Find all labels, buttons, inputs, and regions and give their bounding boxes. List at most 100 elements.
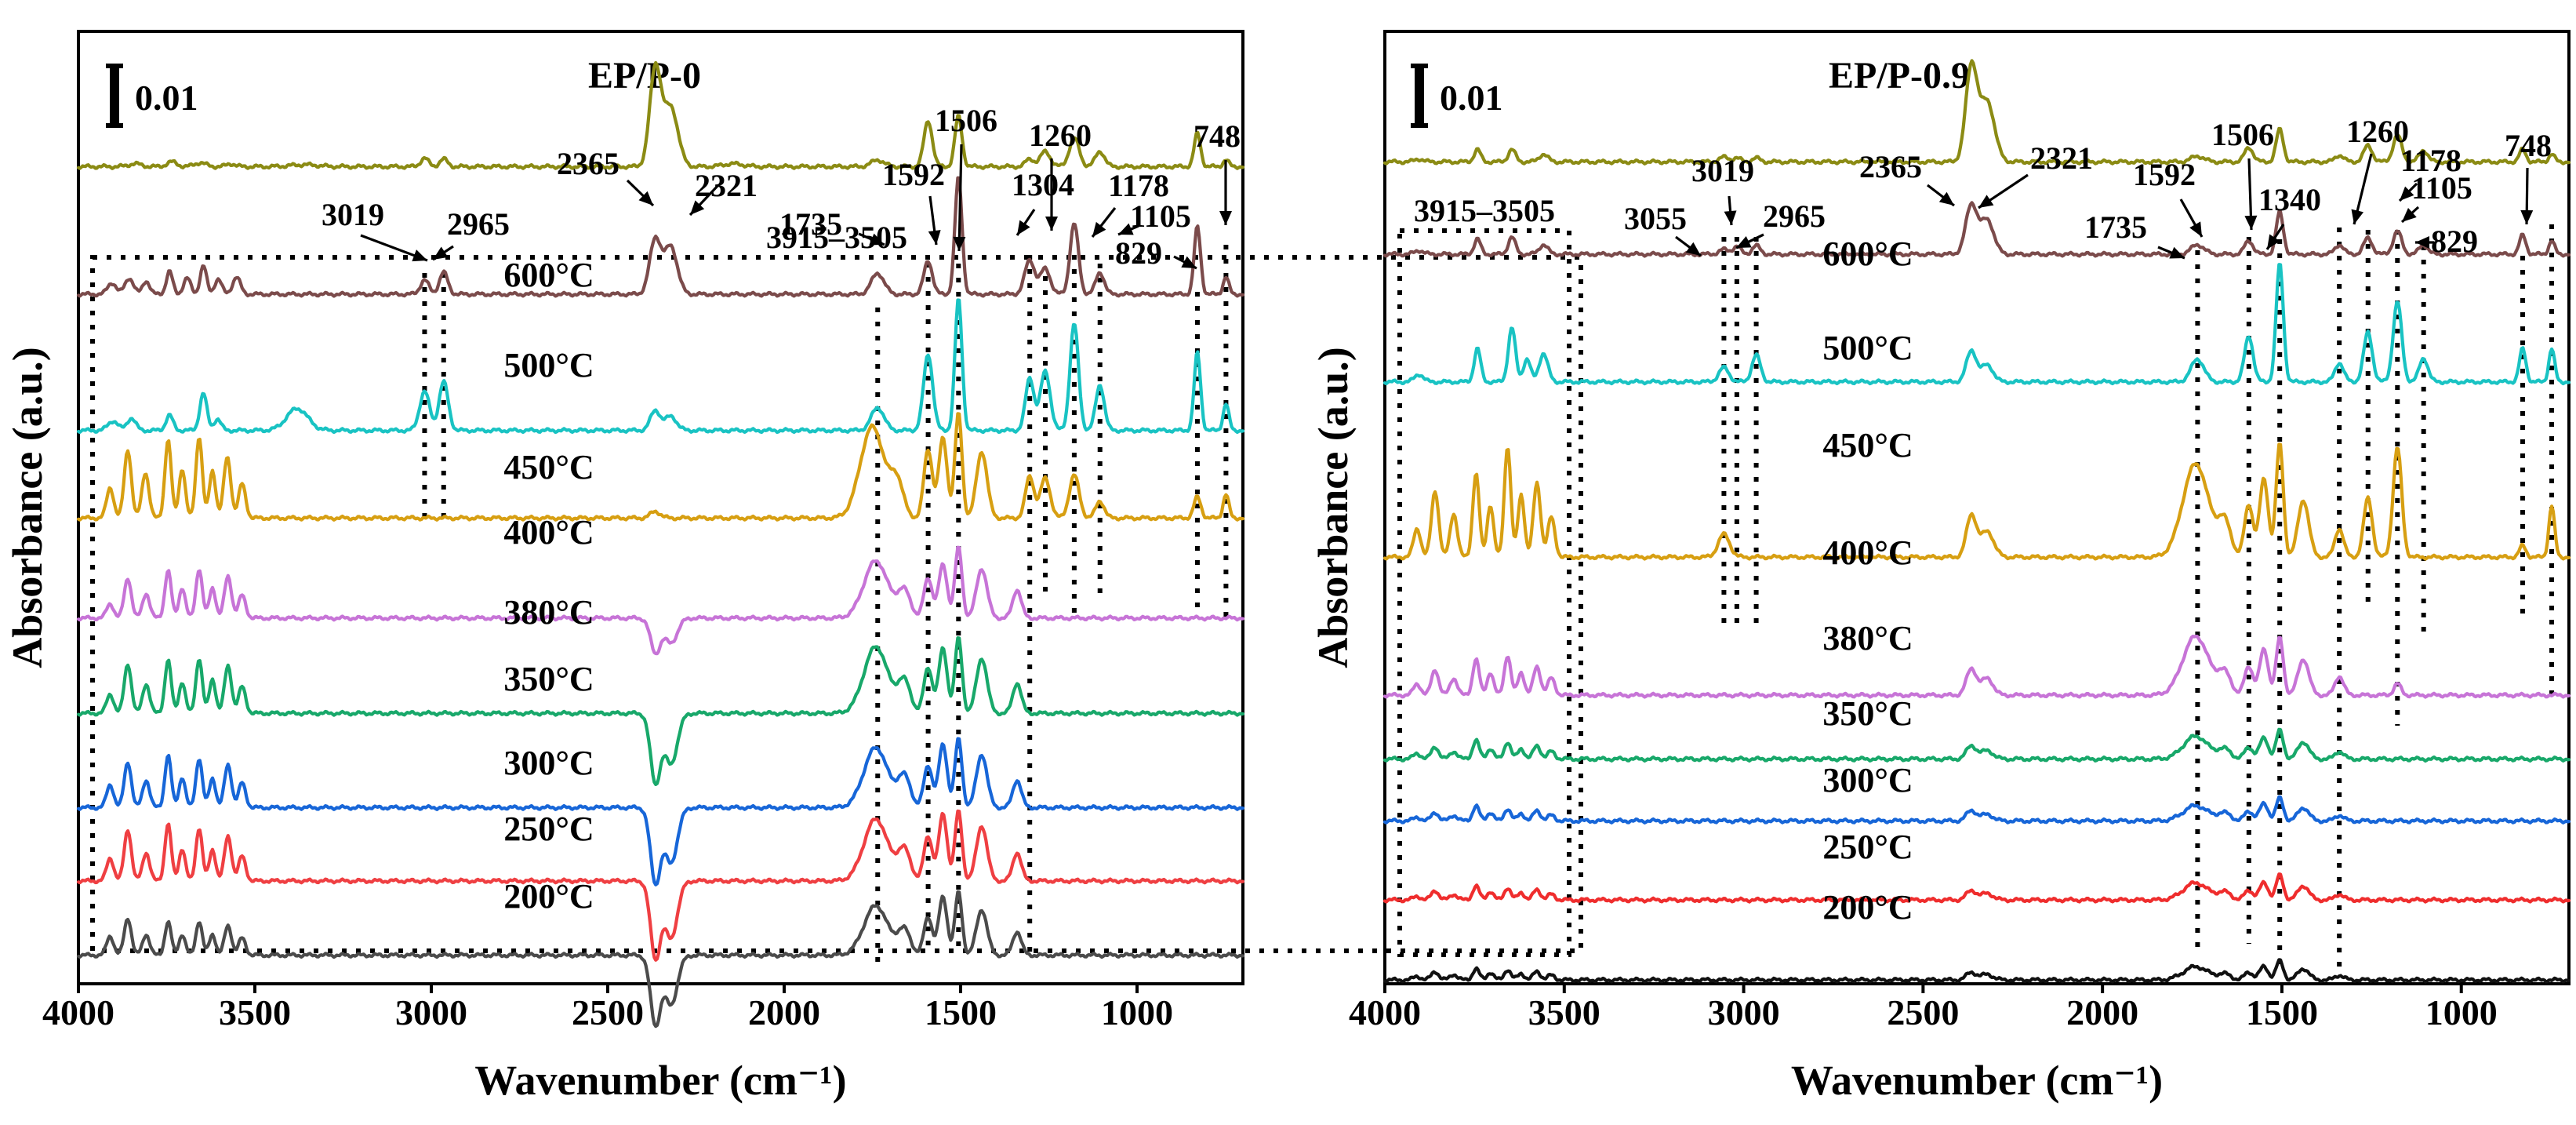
- ep-p-0-x-axis-label: Wavenumber (cm⁻¹): [474, 1057, 846, 1104]
- ep-p-0-highlight-region-3915-3505: [90, 255, 1583, 953]
- ep-p-0-peak-label-1506: 1506: [935, 103, 997, 138]
- ep-p-0-9-peak-label-1105: 1105: [2411, 170, 2472, 206]
- ep-p-0-temperature-label-250c: 250°C: [503, 810, 594, 848]
- ep-p-0-9-peak-label-1506: 1506: [2211, 117, 2274, 152]
- ep-p-0-peak-arrowhead-1178: [1092, 221, 1106, 237]
- ep-p-0-9-series-350c: [1382, 727, 2571, 763]
- ep-p-0-9-x-tick-label-3500: 3500: [1528, 992, 1600, 1032]
- ep-p-0-9-temperature-label-300c: 300°C: [1822, 761, 1913, 799]
- ep-p-0-9-peak-arrowhead-2965: [1736, 235, 1752, 248]
- ep-p-0-9-series-450c: [1382, 263, 2571, 386]
- ep-p-0-9-temperature-label-350c: 350°C: [1822, 694, 1913, 733]
- ep-p-0-9-series-300c: [1382, 795, 2571, 825]
- ep-p-0-temperature-label-200c: 200°C: [503, 877, 594, 916]
- ep-p-0-series-450c: [76, 298, 1245, 435]
- ep-p-0-y-axis-label: Absorbance (a.u.): [4, 347, 51, 668]
- ep-p-0-9-temperature-label-250c: 250°C: [1822, 828, 1913, 866]
- ep-p-0-9-peak-arrowhead-748: [2520, 209, 2534, 224]
- ep-p-0-9-x-tick-label-2500: 2500: [1887, 992, 1959, 1032]
- ep-p-0-peak-label-829: 829: [1115, 235, 1162, 271]
- right-chart-panel: 4000 3500 3000 2500 2000 1500 1000 Wavenumber (…: [1310, 30, 2571, 1104]
- ep-p-0-x-tick-label-1500: 1500: [925, 992, 997, 1032]
- ep-p-0-scale-label: 0.01: [135, 78, 198, 118]
- ep-p-0-9-x-tick-label-1000: 1000: [2425, 992, 2498, 1032]
- ep-p-0-9-x-tick-label-2000: 2000: [2066, 992, 2138, 1032]
- ep-p-0-peak-arrowhead-1592: [928, 230, 941, 245]
- ep-p-0-9-peak-label-2321: 2321: [2030, 140, 2093, 176]
- ep-p-0-peak-label-1260: 1260: [1029, 118, 1092, 153]
- ep-p-0-peak-label-2321: 2321: [695, 168, 758, 203]
- ep-p-0-peak-label-1304: 1304: [1012, 167, 1074, 202]
- ep-p-0-9-x-tick-label-4000: 4000: [1349, 992, 1421, 1032]
- ep-p-0-series-200c: [76, 890, 1245, 1029]
- ep-p-0-peak-arrowhead-829: [1181, 256, 1197, 268]
- ep-p-0-peak-arrowhead-2965: [433, 246, 449, 260]
- ep-p-0-9-temperature-label-380c: 380°C: [1822, 619, 1913, 657]
- ep-p-0-x-tick-label-1000: 1000: [1101, 992, 1173, 1032]
- ep-p-0-9-peak-arrowhead-829: [2415, 236, 2429, 249]
- ep-p-0-series-400c: [76, 412, 1245, 522]
- ep-p-0-9-scale-label: 0.01: [1440, 78, 1503, 118]
- ep-p-0-temperature-label-450c: 450°C: [503, 448, 594, 486]
- ep-p-0-peak-arrowhead-1260: [1045, 217, 1058, 231]
- ep-p-0-9-temperature-label-600c: 600°C: [1822, 235, 1913, 273]
- ep-p-0-peak-label-1735: 1735: [779, 206, 842, 242]
- ep-p-0-9-peak-label-3019: 3019: [1691, 153, 1754, 188]
- ep-p-0-peak-arrowhead-748: [1219, 211, 1232, 225]
- ep-p-0-9-peak-arrowhead-1506: [2244, 215, 2258, 230]
- ep-p-0-plot-frame: [77, 30, 1244, 985]
- ep-p-0-9-series-500c: [1382, 201, 2571, 258]
- ep-p-0-peak-label-1178: 1178: [1108, 168, 1169, 203]
- ep-p-0-9-peak-label-2365: 2365: [1859, 149, 1922, 184]
- ep-p-0-9-plot-frame: [1383, 30, 2571, 985]
- ep-p-0-x-tick-label-3000: 3000: [395, 992, 467, 1032]
- ep-p-0-series-500c: [76, 176, 1245, 298]
- ep-p-0-9-peak-arrowhead-1340: [2267, 234, 2280, 249]
- ep-p-0-x-tick-label-2000: 2000: [748, 992, 820, 1032]
- ep-p-0-series-380c: [76, 545, 1245, 656]
- left-chart-panel: 4000 3500 3000 2500 2000 1500 1000 Wavenumber (…: [4, 30, 1583, 1104]
- ep-p-0-9-peak-label-1260: 1260: [2346, 114, 2409, 149]
- ep-p-0-9-peak-arrowhead-1178: [2400, 186, 2414, 201]
- ep-p-0-peak-arrowhead-1735: [869, 233, 885, 246]
- ep-p-0-peak-label-748: 748: [1194, 118, 1241, 154]
- ep-p-0-9-region-label: 3915–3505: [1414, 193, 1555, 228]
- ep-p-0-9-peak-label-1592: 1592: [2133, 157, 2196, 192]
- ep-p-0-9-peak-label-829: 829: [2431, 224, 2478, 259]
- ep-p-0-9-peak-arrowhead-1592: [2189, 221, 2202, 237]
- ep-p-0-9-series-380c: [1382, 634, 2571, 699]
- ep-p-0-9-peak-label-1735: 1735: [2084, 209, 2147, 245]
- ep-p-0-peak-arrowhead-2321: [690, 200, 705, 215]
- ep-p-0-9-temperature-label-450c: 450°C: [1822, 426, 1913, 464]
- ep-p-0-x-tick-label-4000: 4000: [42, 992, 114, 1032]
- ep-p-0-peak-label-2965: 2965: [447, 206, 510, 242]
- ep-p-0-peak-label-1105: 1105: [1130, 198, 1191, 234]
- ep-p-0-9-temperature-label-400c: 400°C: [1822, 533, 1913, 572]
- ep-p-0-9-y-axis-label: Absorbance (a.u.): [1310, 347, 1357, 668]
- ep-p-0-series-350c: [76, 635, 1245, 787]
- ep-p-0-temperature-label-500c: 500°C: [503, 346, 594, 384]
- ep-p-0-9-peak-arrowhead-1105: [2402, 207, 2417, 222]
- ep-p-0-peak-label-1592: 1592: [882, 157, 945, 192]
- ep-p-0-temperature-label-350c: 350°C: [503, 660, 594, 698]
- ep-p-0-9-peak-arrowhead-2365: [1938, 191, 1954, 206]
- ep-p-0-9-series-600c: [1382, 59, 2571, 166]
- ep-p-0-series-600c: [76, 60, 1245, 170]
- ep-p-0-9-peak-arrowhead-1260: [2351, 209, 2364, 224]
- ep-p-0-9-x-axis-label: Wavenumber (cm⁻¹): [1791, 1057, 2163, 1104]
- ep-p-0-9-peak-label-1178: 1178: [2400, 143, 2462, 178]
- ep-p-0-peak-arrowhead-1105: [1118, 223, 1134, 235]
- ep-p-0-9-peak-arrowhead-3019: [1724, 210, 1737, 225]
- ep-p-0-9-x-tick-label-1500: 1500: [2246, 992, 2318, 1032]
- ep-p-0-9-peak-label-2965: 2965: [1763, 198, 1826, 234]
- ep-p-0-temperature-label-600c: 600°C: [503, 256, 594, 294]
- ep-p-0-x-tick-label-2500: 2500: [572, 992, 644, 1032]
- ep-p-0-9-series-400c: [1382, 442, 2571, 561]
- ep-p-0-peak-label-2365: 2365: [557, 146, 619, 181]
- ep-p-0-9-peak-label-748: 748: [2505, 128, 2552, 163]
- ep-p-0-9-peak-arrowhead-2321: [1978, 195, 1994, 208]
- ep-p-0-series-300c: [76, 737, 1245, 887]
- ep-p-0-9-peak-arrowhead-3055: [1685, 242, 1701, 256]
- ep-p-0-temperature-label-380c: 380°C: [503, 593, 594, 632]
- ep-p-0-peak-arrowhead-3019: [412, 249, 427, 262]
